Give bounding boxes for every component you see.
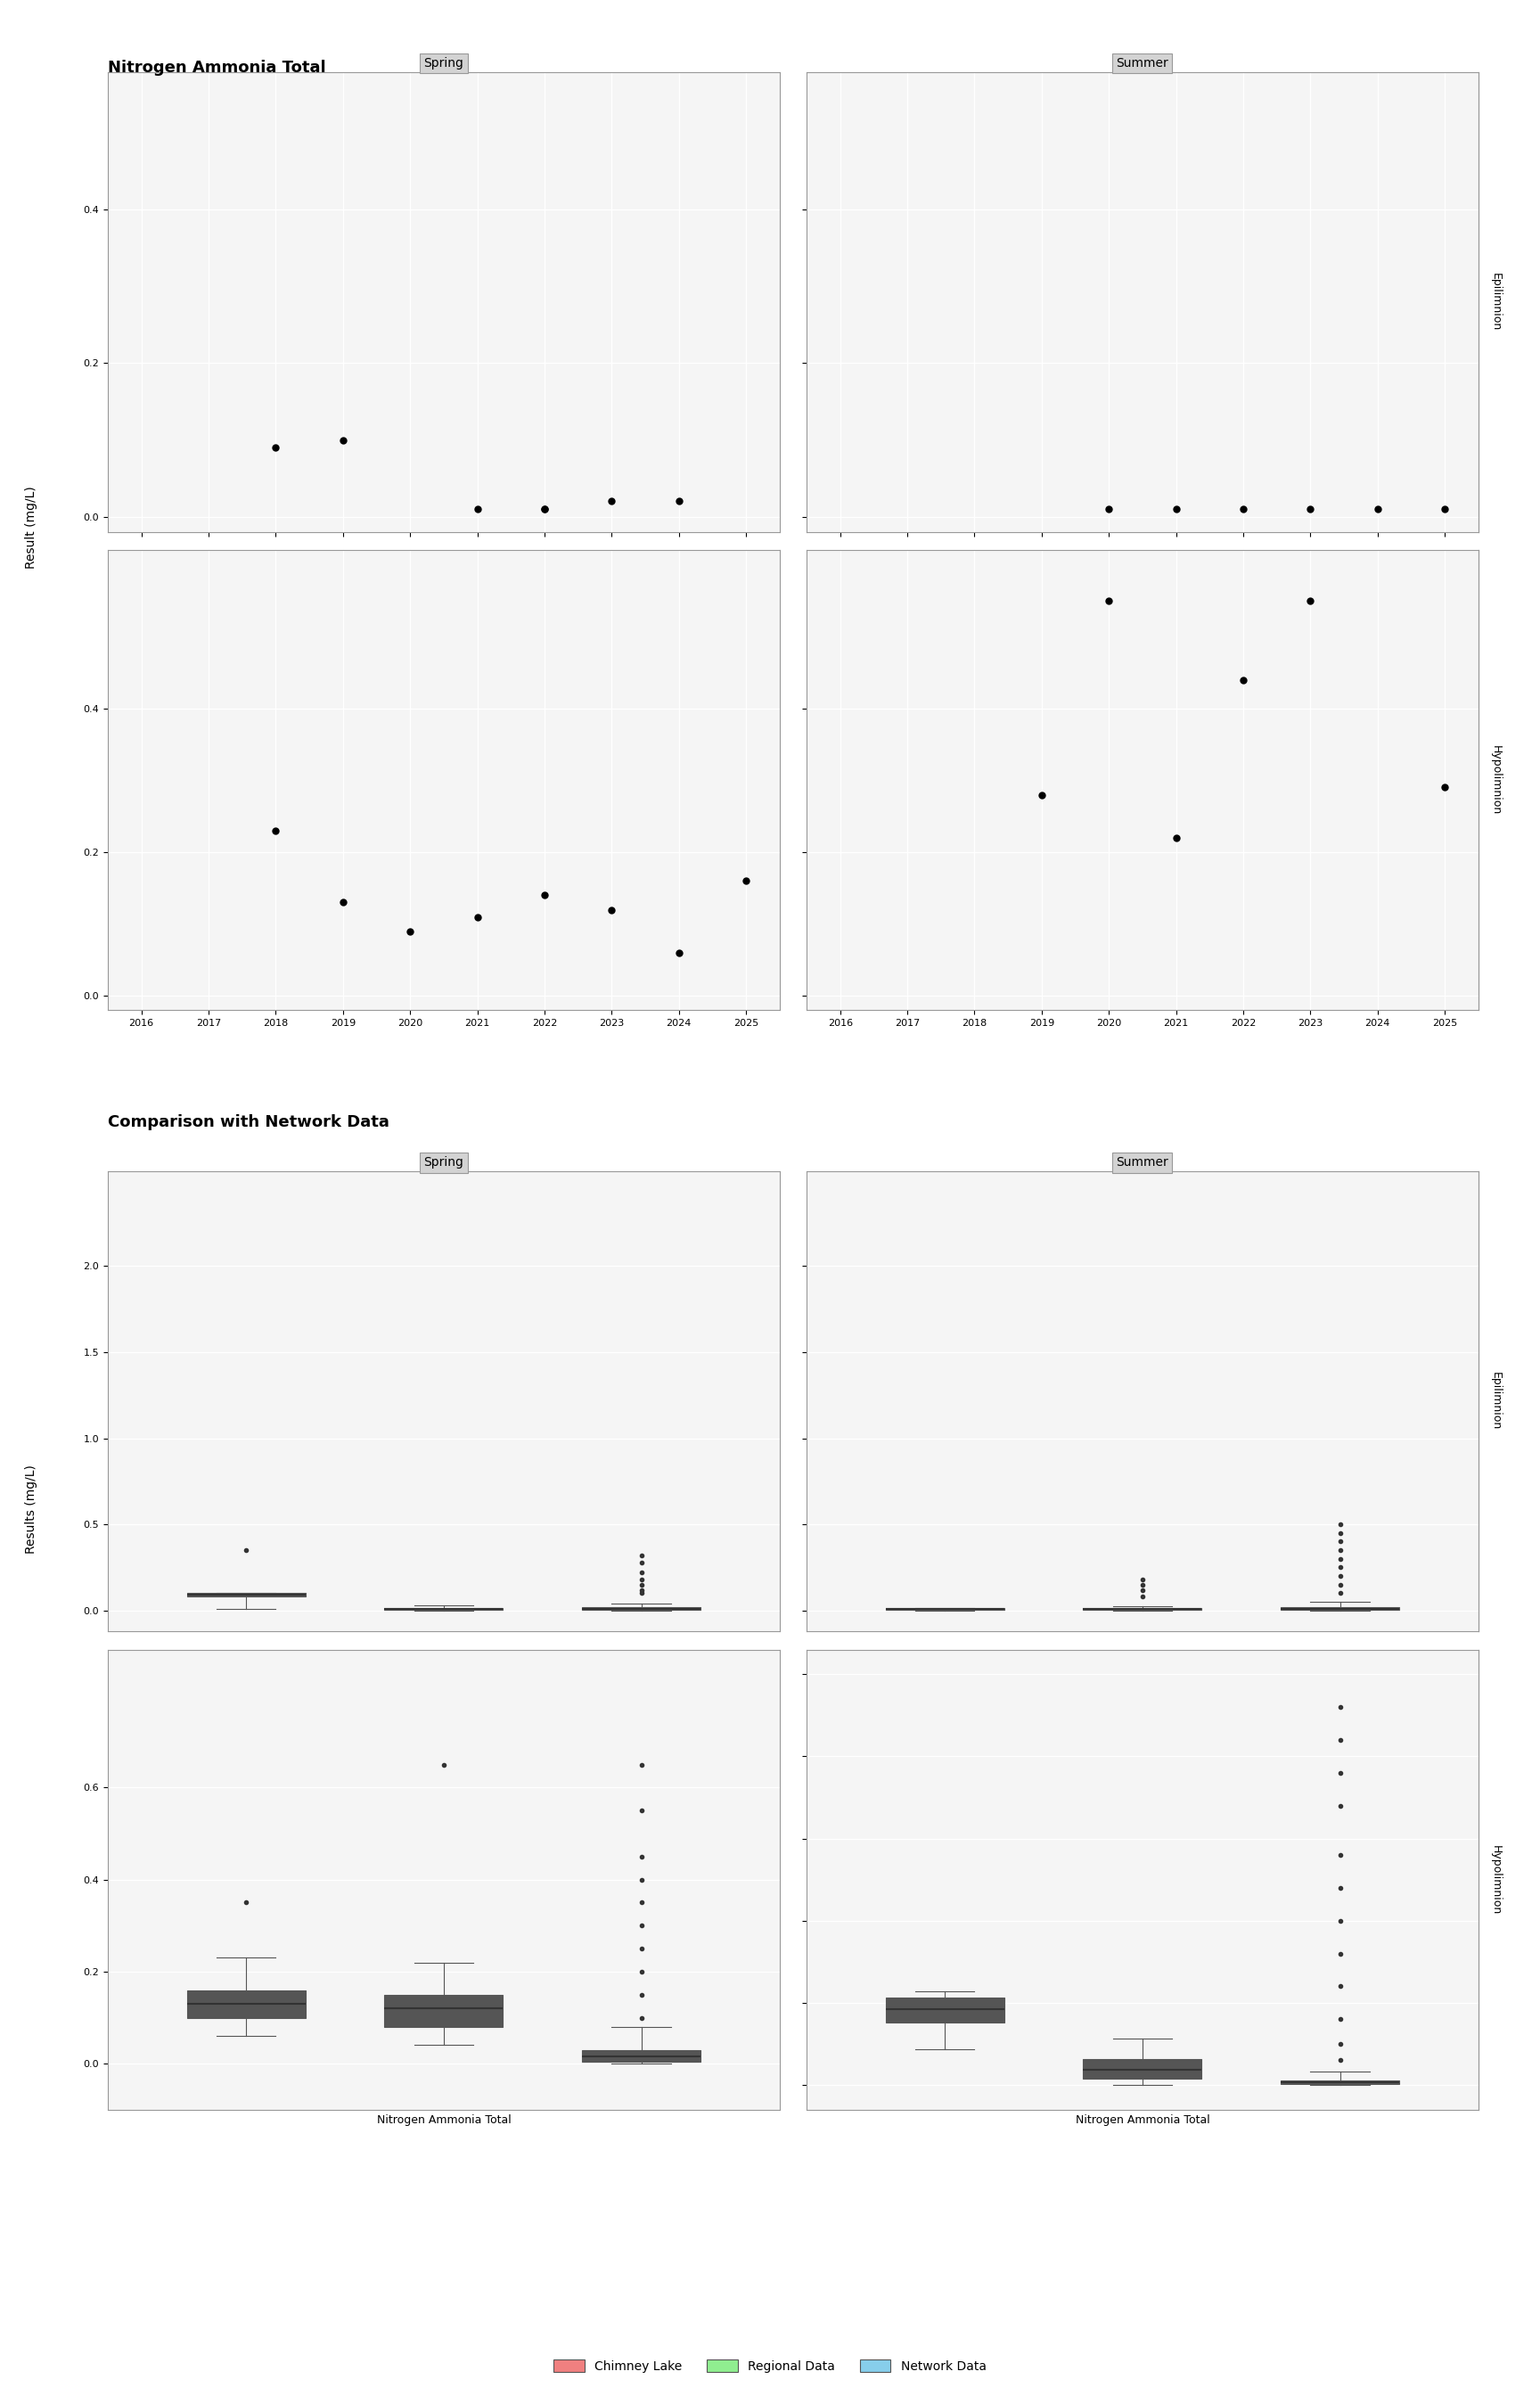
PathPatch shape [186,1593,305,1596]
Point [667,482,691,520]
Point [1432,489,1457,527]
Point [533,877,557,915]
Y-axis label: Hypolimnion: Hypolimnion [1489,1845,1502,1914]
Point [397,913,422,951]
Point [533,489,557,527]
Point [331,884,356,922]
PathPatch shape [186,1991,305,2017]
Point [1432,769,1457,807]
Point [733,863,758,901]
Point [1096,582,1121,621]
PathPatch shape [385,1993,504,2027]
Point [1230,661,1255,700]
Title: Spring: Spring [424,1157,464,1169]
Text: Comparison with Network Data: Comparison with Network Data [108,1114,390,1131]
Text: Results (mg/L): Results (mg/L) [25,1464,37,1555]
Text: Result (mg/L): Result (mg/L) [25,486,37,568]
Point [465,489,490,527]
PathPatch shape [582,1608,701,1610]
Point [263,812,288,851]
Point [1029,776,1053,815]
PathPatch shape [1281,2080,1400,2085]
Point [1366,489,1391,527]
X-axis label: Nitrogen Ammonia Total: Nitrogen Ammonia Total [1075,2116,1209,2125]
Y-axis label: Hypolimnion: Hypolimnion [1489,745,1502,815]
Point [1164,819,1189,858]
Point [1298,489,1323,527]
Y-axis label: Epilimnion: Epilimnion [1489,273,1502,331]
PathPatch shape [582,2051,701,2061]
Point [667,934,691,973]
Point [1164,489,1189,527]
Point [599,891,624,930]
X-axis label: Nitrogen Ammonia Total: Nitrogen Ammonia Total [377,2116,511,2125]
PathPatch shape [885,1998,1004,2022]
Title: Spring: Spring [424,58,464,69]
Point [263,429,288,467]
Text: Nitrogen Ammonia Total: Nitrogen Ammonia Total [108,60,326,77]
Point [1298,582,1323,621]
Y-axis label: Epilimnion: Epilimnion [1489,1373,1502,1430]
PathPatch shape [1083,2058,1201,2077]
Point [1230,489,1255,527]
Point [599,482,624,520]
Title: Summer: Summer [1116,1157,1169,1169]
Point [1096,489,1121,527]
Point [533,489,557,527]
Point [331,422,356,460]
PathPatch shape [1281,1608,1400,1610]
Point [465,898,490,937]
Legend: Chimney Lake, Regional Data, Network Data: Chimney Lake, Regional Data, Network Dat… [548,2355,992,2377]
Title: Summer: Summer [1116,58,1169,69]
